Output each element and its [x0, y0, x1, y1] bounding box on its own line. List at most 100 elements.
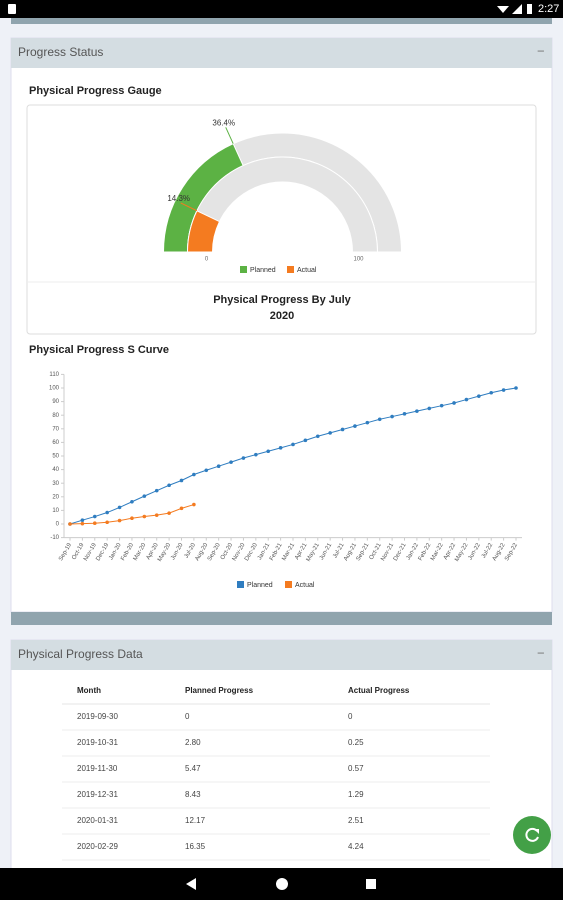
table-cell: 8.43 — [185, 790, 201, 799]
data-point — [92, 521, 97, 526]
table-cell: 4.24 — [348, 842, 364, 851]
table-cell: 0.57 — [348, 764, 364, 773]
clock: 2:27 — [538, 3, 559, 15]
table-header: Planned Progress — [185, 686, 254, 695]
data-point — [390, 414, 394, 419]
refresh-button[interactable] — [513, 816, 551, 854]
collapse-button[interactable]: − — [537, 645, 545, 660]
table-cell: 2019-11-30 — [77, 764, 118, 773]
data-point — [68, 522, 72, 526]
leader-line — [180, 202, 198, 212]
signal-icon — [512, 4, 522, 14]
data-point — [439, 403, 444, 408]
data-point — [92, 514, 97, 519]
gauge-card — [26, 104, 537, 335]
data-point — [266, 449, 271, 454]
table-cell: 0 — [348, 712, 353, 721]
table-cell: 2020-02-29 — [77, 842, 118, 851]
table-cell: 2020-01-31 — [77, 816, 118, 825]
refresh-arrow — [534, 829, 539, 834]
data-point — [315, 434, 320, 439]
data-point — [142, 494, 147, 498]
top-bar — [11, 18, 552, 24]
data-point — [328, 431, 332, 435]
data-point — [477, 394, 481, 398]
panel-title: Physical Progress Data — [18, 647, 143, 661]
refresh-icon — [525, 827, 539, 842]
data-point — [340, 427, 345, 432]
data-point — [501, 388, 506, 392]
y-tick-label: 100 — [49, 386, 60, 392]
data-point — [353, 424, 357, 428]
data-point — [514, 386, 518, 390]
value-label: 36.4% — [212, 118, 235, 127]
data-point — [179, 506, 184, 511]
table-cell: 2.51 — [348, 816, 364, 825]
data-point — [464, 397, 469, 402]
y-tick-label: 0 — [56, 522, 60, 528]
data-point — [80, 521, 85, 526]
legend-label: Planned — [250, 267, 276, 274]
data-point — [117, 518, 122, 523]
section-heading: Physical Progress Gauge — [29, 85, 162, 97]
legend-label: Planned — [247, 582, 273, 589]
table-cell: 5.47 — [185, 764, 201, 773]
legend-swatch — [287, 266, 294, 273]
data-point — [167, 511, 171, 515]
data-panel — [10, 639, 553, 871]
data-point — [415, 409, 419, 413]
table-cell: 2019-10-31 — [77, 738, 118, 747]
data-point — [80, 518, 85, 522]
data-point — [489, 390, 494, 395]
wifi-icon — [497, 6, 509, 13]
gauge-tick-label: 0 — [205, 257, 209, 263]
collapse-button[interactable]: − — [537, 43, 545, 58]
gauge-track — [186, 156, 379, 253]
panel-title: Progress Status — [18, 45, 103, 59]
data-point — [154, 513, 159, 517]
legend-swatch — [237, 581, 244, 588]
panel-header — [11, 38, 552, 68]
table-cell: 0.25 — [348, 738, 364, 747]
data-point — [130, 499, 134, 504]
data-point — [192, 472, 196, 477]
data-point — [402, 412, 407, 416]
home-button[interactable] — [276, 878, 288, 890]
gauge-caption: Physical Progress By July 2020 — [213, 294, 351, 322]
legend-swatch — [285, 581, 292, 588]
table-cell: 2.80 — [185, 738, 201, 747]
data-point — [291, 442, 295, 447]
table-cell: 16.35 — [185, 842, 206, 851]
data-point — [216, 464, 221, 469]
recents-button[interactable] — [366, 879, 376, 889]
data-point — [105, 510, 109, 515]
data-point — [142, 514, 147, 519]
data-point — [254, 452, 258, 457]
data-point — [204, 468, 209, 473]
table-header: Actual Progress — [348, 686, 410, 695]
data-point — [117, 505, 122, 510]
y-tick-label: 30 — [52, 481, 59, 487]
y-tick-label: 90 — [52, 399, 59, 405]
table-cell: 12.17 — [185, 816, 206, 825]
y-tick-label: 20 — [52, 494, 59, 500]
table-cell: 2019-12-31 — [77, 790, 118, 799]
value-label: 14.3% — [167, 194, 190, 203]
y-tick-label: 110 — [49, 372, 59, 378]
table-cell: 2019-09-30 — [77, 712, 118, 721]
back-button[interactable] — [186, 878, 196, 890]
gauge-bar — [186, 210, 221, 253]
data-point — [365, 420, 370, 425]
legend-label: Actual — [297, 267, 317, 274]
battery-icon — [527, 4, 532, 14]
data-point — [154, 488, 159, 493]
data-point — [105, 520, 109, 525]
table-cell: 0 — [185, 712, 190, 721]
legend-swatch — [240, 266, 247, 273]
data-point — [192, 502, 196, 507]
data-point — [241, 456, 246, 460]
status-bar — [0, 0, 563, 18]
data-point — [452, 401, 456, 405]
